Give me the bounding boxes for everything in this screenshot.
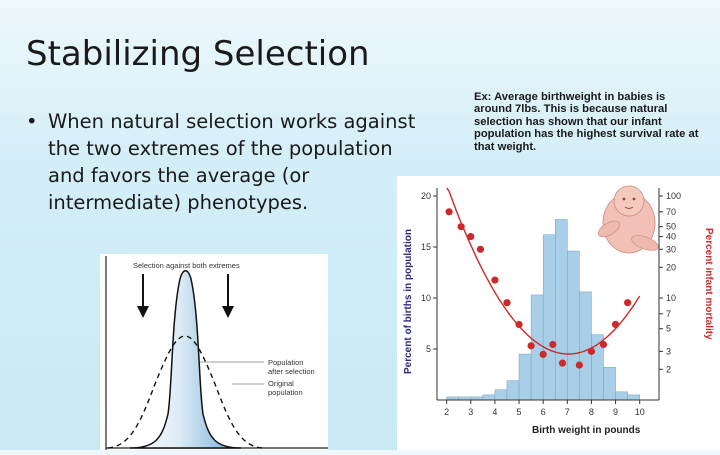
histogram-bar xyxy=(579,291,592,401)
mortality-point xyxy=(467,232,475,241)
mortality-point xyxy=(527,342,535,350)
mortality-point xyxy=(624,299,632,307)
bullet-text: When natural selection works against the… xyxy=(48,110,416,214)
histogram-bar xyxy=(506,380,520,401)
birthweight-chart: 5 10 15 20 2 3 5 7 10 20 30 40 50 70 100 2 3 4 5 6 7 8 9 10 B… xyxy=(397,176,720,450)
y-tick-label: 5 xyxy=(426,344,431,354)
y-right-tick-label: 40 xyxy=(666,232,676,242)
histogram-bars xyxy=(446,219,640,401)
after-selection-curve xyxy=(129,270,242,449)
stabilizing-selection-diagram: Selection against both extremes Populati… xyxy=(100,254,328,450)
right-arrow-icon xyxy=(222,274,234,318)
bottom-axis-ticks: 2 3 4 5 6 7 8 9 10 xyxy=(444,400,645,417)
y-right-tick-label: 100 xyxy=(666,191,681,201)
y-right-tick-label: 10 xyxy=(666,293,676,303)
mortality-point xyxy=(539,350,547,358)
histogram-bar xyxy=(627,394,640,401)
fetus-illustration xyxy=(597,185,659,254)
label-original-2: population xyxy=(268,388,303,397)
x-tick-label: 10 xyxy=(635,407,645,417)
y-right-tick-label: 5 xyxy=(666,324,671,334)
y-tick-label: 10 xyxy=(421,293,431,303)
mortality-point xyxy=(445,208,453,216)
histogram-bar xyxy=(482,394,496,401)
histogram-bar xyxy=(615,391,628,401)
bullet-dot: • xyxy=(26,110,38,133)
mortality-point xyxy=(491,276,499,284)
x-tick-label: 4 xyxy=(492,407,497,417)
mortality-point xyxy=(515,320,523,329)
y-right-tick-label: 20 xyxy=(666,262,676,272)
mortality-point xyxy=(457,223,465,231)
label-original-1: Original xyxy=(268,379,294,388)
left-axis-ticks: 5 10 15 20 xyxy=(421,191,437,354)
histogram-bar xyxy=(494,389,508,401)
histogram-bar xyxy=(542,234,556,401)
y-right-tick-label: 3 xyxy=(666,346,671,356)
mortality-point xyxy=(599,340,608,349)
histogram-bar xyxy=(518,353,532,401)
mortality-points xyxy=(445,208,632,369)
x-tick-label: 2 xyxy=(444,407,449,417)
mortality-point xyxy=(587,347,596,355)
mortality-point xyxy=(503,299,511,307)
x-tick-label: 3 xyxy=(468,407,473,417)
mortality-point xyxy=(476,245,485,253)
y-axis-label: Percent of births in population xyxy=(403,229,414,374)
x-tick-label: 8 xyxy=(589,407,594,417)
mortality-point xyxy=(575,361,583,369)
left-arrow-icon xyxy=(137,274,149,318)
slide-title: Stabilizing Selection xyxy=(26,34,370,74)
histogram-bar xyxy=(567,250,580,401)
mortality-point xyxy=(611,320,620,329)
histogram-bar xyxy=(603,367,616,401)
label-selection: Selection against both extremes xyxy=(133,261,240,270)
x-axis-label: Birth weight in pounds xyxy=(532,425,641,436)
bullet-point: • When natural selection works against t… xyxy=(26,108,426,216)
y-right-tick-label: 50 xyxy=(666,222,676,232)
y-tick-label: 15 xyxy=(421,242,431,252)
x-tick-label: 5 xyxy=(517,407,522,417)
mortality-curve xyxy=(446,187,641,355)
mortality-point xyxy=(558,359,567,367)
example-text: Ex: Average birthweight in babies is aro… xyxy=(474,91,699,153)
label-after-1: Population xyxy=(268,358,303,367)
y-right-tick-label: 70 xyxy=(666,207,676,217)
x-tick-label: 6 xyxy=(541,407,546,417)
histogram-bar xyxy=(554,219,568,401)
mortality-point xyxy=(549,340,557,349)
y-right-axis-label: Percent infant mortality xyxy=(703,228,714,340)
label-after-2: after selection xyxy=(268,367,315,376)
y-right-tick-label: 30 xyxy=(666,244,676,254)
y-right-tick-label: 7 xyxy=(666,309,671,319)
distribution-diagram-svg: Selection against both extremes Populati… xyxy=(105,256,328,450)
x-tick-label: 7 xyxy=(565,407,570,417)
y-right-tick-label: 2 xyxy=(666,364,671,374)
x-tick-label: 9 xyxy=(613,407,618,417)
y-tick-label: 20 xyxy=(421,191,431,201)
